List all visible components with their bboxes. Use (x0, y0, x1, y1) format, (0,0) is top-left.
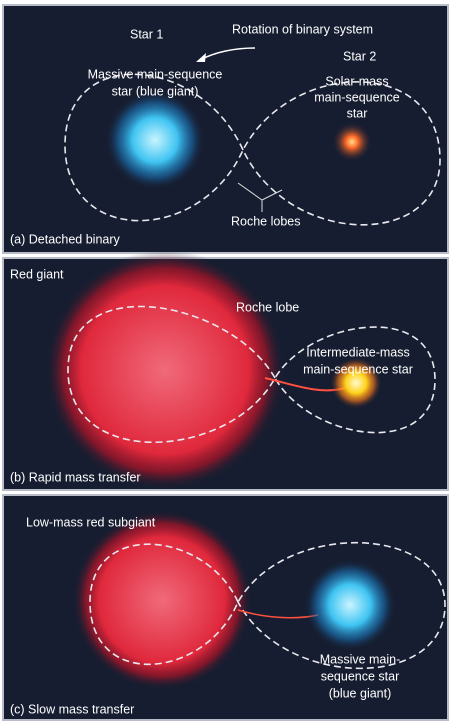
star-label: Red giant (10, 267, 64, 281)
star-label: sequence star (321, 669, 400, 683)
red-giant (45, 250, 285, 490)
diagram: Rotation of binary system Star 1 Star 2 … (0, 0, 451, 723)
star-label: Solar-mass (325, 74, 388, 88)
solar-mass-star (332, 122, 372, 162)
panel-a (3, 5, 448, 253)
rotation-label: Rotation of binary system (232, 22, 373, 36)
star2-label: Star 2 (343, 49, 376, 63)
blue-giant (105, 90, 205, 190)
panel-label: (a) Detached binary (10, 232, 121, 246)
star-label: Massive main- (320, 652, 401, 666)
star-label: main-sequence (314, 90, 400, 104)
panel-label: (b) Rapid mass transfer (10, 470, 141, 484)
star-label: Intermediate-mass (306, 345, 410, 359)
star-label: Massive main-sequence (88, 67, 223, 81)
star-label: Low-mass red subgiant (26, 515, 156, 529)
lobes-label: Roche lobes (231, 214, 301, 228)
star1-label: Star 1 (130, 27, 163, 41)
star-label: star (blue giant) (112, 84, 199, 98)
star-label: main-sequence star (303, 362, 413, 376)
star-label: star (347, 106, 368, 120)
star-label: (blue giant) (329, 686, 392, 700)
lobe-label: Roche lobe (236, 300, 299, 314)
panel-label: (c) Slow mass transfer (10, 702, 134, 716)
blue-giant (304, 559, 396, 651)
